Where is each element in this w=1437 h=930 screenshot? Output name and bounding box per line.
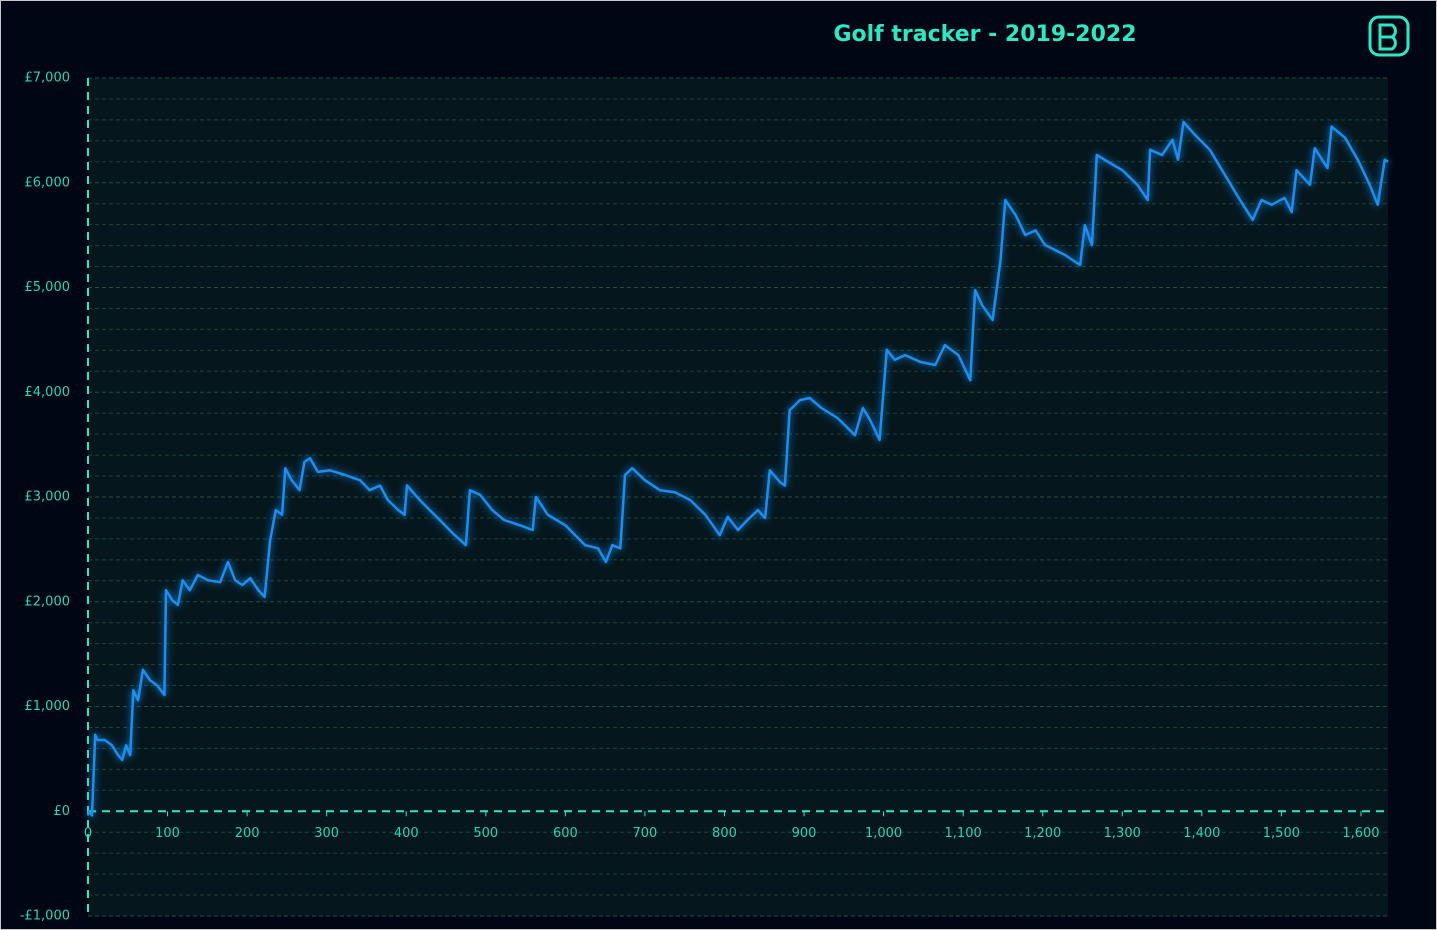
x-tick-label: 1,100 <box>945 826 982 841</box>
x-tick-label: 1,500 <box>1263 826 1300 841</box>
x-tick-label: 200 <box>235 826 260 841</box>
x-tick-label: 400 <box>394 826 419 841</box>
x-tick-label: 100 <box>155 826 180 841</box>
x-tick-label: 300 <box>314 826 339 841</box>
y-tick-label: £0 <box>53 804 70 819</box>
x-tick-label: 0 <box>84 826 92 841</box>
x-tick-label: 1,200 <box>1024 826 1061 841</box>
y-tick-label: £4,000 <box>25 385 71 400</box>
x-tick-label: 1,300 <box>1104 826 1141 841</box>
y-tick-label: £2,000 <box>25 594 71 609</box>
x-tick-label: 600 <box>553 826 578 841</box>
x-tick-label: 1,600 <box>1342 826 1379 841</box>
y-tick-label: £7,000 <box>25 71 71 86</box>
x-tick-label: 1,400 <box>1183 826 1220 841</box>
y-tick-label: £5,000 <box>25 280 71 295</box>
logo <box>1368 15 1410 57</box>
series-line <box>87 120 1389 817</box>
y-tick-label: -£1,000 <box>20 909 70 924</box>
x-tick-label: 900 <box>792 826 817 841</box>
x-tick-label: 800 <box>712 826 737 841</box>
y-tick-label: £1,000 <box>25 699 71 714</box>
x-tick-label: 700 <box>633 826 658 841</box>
plot-area <box>88 78 1388 916</box>
y-tick-label: £6,000 <box>25 175 71 190</box>
x-tick-label: 1,000 <box>865 826 902 841</box>
chart-title: Golf tracker - 2019-2022 <box>833 22 1136 47</box>
y-tick-label: £3,000 <box>25 490 71 505</box>
x-tick-label: 500 <box>473 826 498 841</box>
